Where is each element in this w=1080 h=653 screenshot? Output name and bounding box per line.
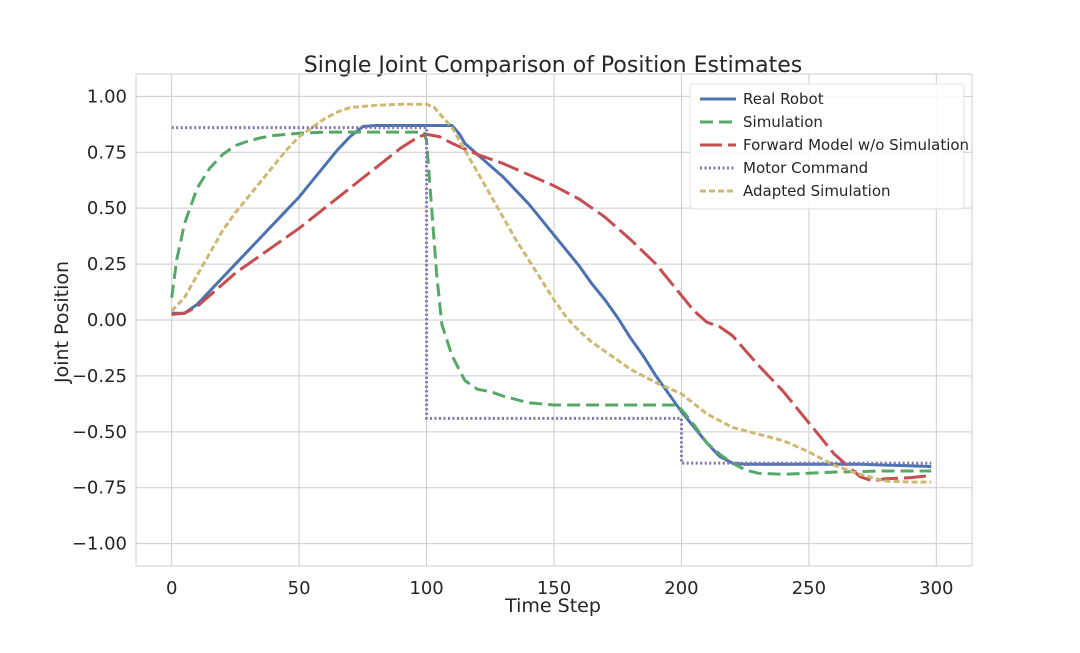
y-tick-label: −0.25: [72, 366, 127, 387]
legend-label: Forward Model w/o Simulation: [743, 136, 969, 154]
legend-label: Motor Command: [743, 159, 868, 177]
series-lines: [170, 102, 932, 484]
x-tick-label: 50: [288, 578, 311, 599]
series-line-forward-model-w-o-simulation: [171, 132, 932, 483]
x-axis-label: Time Step: [504, 595, 601, 617]
x-tick-label: 300: [919, 578, 953, 599]
series-line-adapted-simulation: [170, 102, 932, 484]
tick-labels: 0 50 100 150 200 250 300 1.00 0.75 0.50 0.25 0.00 −0…: [72, 86, 954, 599]
y-tick-label: −1.00: [72, 534, 127, 555]
legend: Real Robot Simulation Forward Model w/o Si…: [689, 83, 969, 210]
y-tick-label: 0.25: [87, 254, 127, 275]
y-tick-label: −0.75: [72, 478, 127, 499]
series-line-simulation: [170, 130, 932, 476]
y-tick-label: 0.75: [87, 142, 127, 163]
x-tick-label: 100: [409, 578, 443, 599]
legend-label: Adapted Simulation: [743, 182, 891, 200]
series-line-motor-command: [171, 126, 932, 465]
y-tick-label: 1.00: [87, 86, 127, 107]
x-tick-label: 150: [537, 578, 571, 599]
x-tick-label: 200: [664, 578, 698, 599]
y-tick-label: −0.50: [72, 422, 127, 443]
x-tick-label: 250: [792, 578, 826, 599]
legend-box: [689, 83, 965, 210]
x-tick-label: 0: [166, 578, 177, 599]
y-tick-label: 0.50: [87, 198, 127, 219]
y-axis-label: Joint Position: [51, 261, 73, 384]
legend-label: Real Robot: [743, 90, 824, 108]
plot-area-frame: [135, 73, 973, 567]
y-tick-label: 0.00: [87, 310, 127, 331]
legend-label: Simulation: [743, 113, 823, 131]
